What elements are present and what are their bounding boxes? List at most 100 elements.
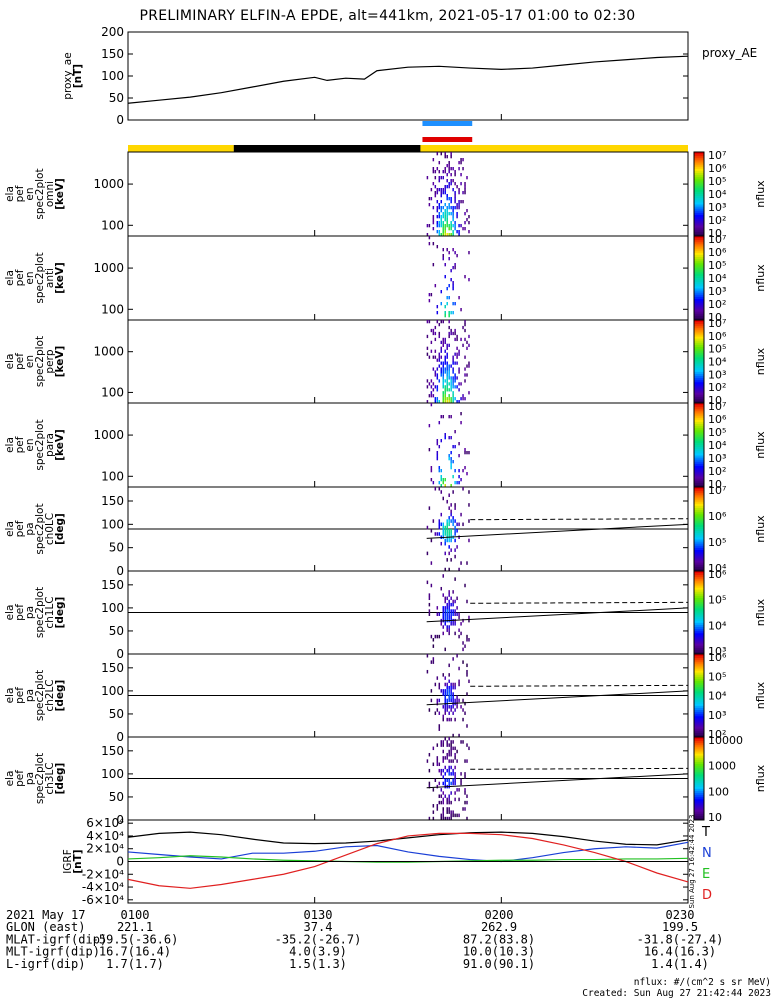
spec-cell-pa_ch1: [448, 612, 450, 616]
spec-cell-spec_omni: [452, 167, 454, 171]
spin-bar-segment-2: [420, 145, 688, 152]
colorbar-cell-pa_ch2: [694, 726, 704, 730]
colorbar-cell-spec_omni: [694, 200, 704, 203]
colorbar-cell-spec_para: [694, 459, 704, 463]
spec-cell-spec_omni: [464, 227, 466, 231]
ytick-label-spec_anti-1: 1000: [93, 261, 124, 275]
colorbar-cell-pa_ch0: [694, 547, 704, 551]
panel-frame-spec_para: [127, 402, 689, 488]
spec-cell-pa_ch3: [460, 778, 462, 782]
spec-cell-spec_perp: [442, 340, 444, 345]
spec-cell-spec_perp: [456, 385, 458, 389]
spec-cell-pa_ch3: [428, 752, 431, 757]
spec-cell-pa_ch3: [446, 778, 448, 782]
spec-cell-pa_ch3: [440, 743, 443, 747]
spec-cell-pa_ch3: [444, 794, 446, 798]
colorbar-cell-spec_anti: [694, 242, 704, 245]
colorbar-cell-spec_perp: [694, 390, 704, 394]
spec-cell-spec_omni: [444, 209, 446, 213]
spec-cell-spec_para: [444, 433, 446, 437]
spec-cell-pa_ch3: [450, 749, 452, 754]
spec-cell-pa_ch3: [448, 759, 450, 763]
spec-cell-spec_perp: [458, 367, 460, 371]
spec-cell-spec_omni: [440, 215, 443, 219]
spec-cell-spec_omni: [442, 221, 444, 225]
colorbar-cell-spec_omni: [694, 183, 704, 187]
spec-cell-spec_perp: [440, 361, 443, 365]
colorbar-label-spec_omni: nflux: [754, 180, 767, 208]
spec-cell-spec_anti: [432, 242, 435, 246]
spec-cell-spec_para: [452, 475, 454, 479]
spec-cell-spec_perp: [444, 358, 446, 362]
spec-cell-spec_perp: [452, 394, 454, 398]
spec-cell-spec_anti: [454, 302, 456, 306]
spec-cell-spec_omni: [452, 188, 454, 192]
spec-cell-spec_omni: [458, 200, 460, 204]
colorbar-cell-pa_ch1: [694, 589, 704, 593]
colorbar-cell-spec_anti: [694, 305, 704, 308]
spec-cell-spec_para: [440, 415, 443, 419]
spec-cell-pa_ch2: [438, 727, 441, 731]
spec-cell-pa_ch3: [454, 791, 456, 795]
colorbar-cell-spec_anti: [694, 286, 704, 289]
spec-cell-pa_ch3: [454, 775, 456, 779]
spec-cell-spec_omni: [464, 185, 466, 189]
ytick-label-proxy_ae-0: 0: [116, 113, 124, 127]
spec-cell-spec_perp: [444, 385, 446, 389]
spec-cell-pa_ch3: [464, 772, 466, 776]
loss-cone-pa_ch2: [426, 690, 689, 706]
spec-cell-pa_ch2: [452, 705, 454, 709]
spec-cell-spec_anti: [446, 287, 448, 291]
colorbar-cell-spec_perp: [694, 336, 704, 340]
colorbar-cell-spec_omni: [694, 187, 704, 191]
spec-cell-spec_perp: [468, 361, 470, 365]
ylabel-spec_omni-3: spec2plot: [34, 168, 46, 219]
anti-loss-cone-pa_ch3: [470, 767, 689, 770]
spec-cell-pa_ch0: [434, 487, 437, 491]
spec-cell-spec_para: [458, 481, 460, 485]
colorbar-cell-spec_anti: [694, 284, 704, 287]
colorbar-cell-pa_ch0: [694, 556, 704, 559]
spec-cell-spec_omni: [438, 206, 441, 210]
spec-cell-pa_ch2: [450, 698, 452, 703]
colorbar-cell-pa_ch1: [694, 577, 704, 580]
spec-cell-pa_ch2: [446, 717, 448, 722]
spec-cell-pa_ch0: [450, 519, 452, 523]
spec-cell-spec_perp: [442, 361, 444, 365]
spec-cell-spec_omni: [452, 215, 454, 219]
spec-cell-spec_para: [436, 454, 439, 458]
spec-cell-pa_ch3: [438, 794, 441, 798]
spec-cell-spec_perp: [458, 382, 460, 386]
spec-cell-pa_ch2: [438, 698, 441, 703]
spec-cell-spec_perp: [452, 397, 454, 401]
spec-cell-spec_omni: [452, 218, 454, 222]
footer-label-4: L-igrf(dip): [6, 957, 85, 971]
spec-cell-spec_perp: [448, 400, 450, 404]
spec-cell-pa_ch0: [446, 558, 448, 562]
spec-cell-pa_ch1: [440, 622, 443, 626]
loss-cone-pa_ch1: [426, 607, 689, 623]
spec-cell-pa_ch3: [432, 746, 435, 751]
colorbar-cell-pa_ch3: [694, 817, 704, 821]
spec-cell-spec_omni: [454, 224, 456, 228]
spec-cell-spec_omni: [432, 218, 435, 222]
spec-cell-spec_perp: [462, 325, 464, 330]
spec-cell-pa_ch1: [430, 583, 433, 588]
spec-cell-pa_ch3: [442, 749, 444, 754]
spec-cell-pa_ch1: [464, 644, 466, 648]
spec-cell-spec_anti: [452, 302, 454, 306]
colorbar-cell-pa_ch2: [694, 710, 704, 713]
spec-cell-spec_perp: [426, 320, 429, 324]
spec-cell-spec_omni: [448, 224, 450, 228]
spec-cell-spec_perp: [468, 391, 470, 395]
colorbar-cell-pa_ch3: [694, 790, 704, 794]
colorbar-cell-pa_ch0: [694, 558, 704, 561]
colorbar-cell-spec_anti: [694, 240, 704, 243]
colorbar-cell-pa_ch3: [694, 786, 704, 790]
spec-cell-pa_ch2: [466, 673, 468, 677]
colorbar-cell-pa_ch2: [694, 724, 704, 728]
spec-cell-spec_anti: [446, 248, 448, 252]
spec-cell-spec_omni: [452, 179, 454, 183]
spec-cell-spec_para: [466, 472, 468, 476]
colorbar-cell-pa_ch0: [694, 541, 704, 545]
